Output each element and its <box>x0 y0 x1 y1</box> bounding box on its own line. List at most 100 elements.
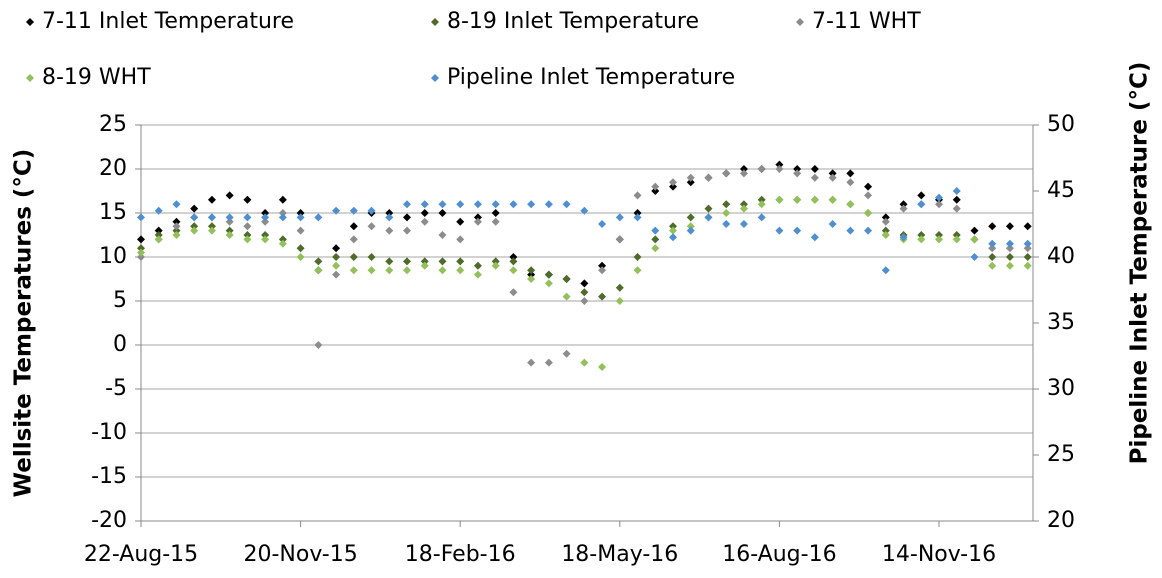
point <box>349 266 358 275</box>
point <box>225 226 234 235</box>
point <box>935 235 944 244</box>
point <box>669 222 678 231</box>
point <box>137 213 145 222</box>
point <box>314 266 323 275</box>
point <box>527 358 536 367</box>
point <box>509 253 518 261</box>
point <box>509 266 518 275</box>
point <box>296 253 305 261</box>
point <box>881 217 890 226</box>
point <box>580 206 589 215</box>
point <box>527 200 536 209</box>
point <box>864 182 873 191</box>
point <box>988 253 997 261</box>
point <box>793 169 802 178</box>
point <box>722 220 731 228</box>
point <box>704 173 713 182</box>
point <box>917 231 926 239</box>
point <box>473 217 482 226</box>
y2-tick-label: 30 <box>1047 376 1075 401</box>
point <box>810 233 819 242</box>
point <box>385 213 394 222</box>
point <box>598 220 607 228</box>
point <box>420 257 429 266</box>
point <box>491 200 500 209</box>
point <box>261 231 270 239</box>
point <box>243 231 252 239</box>
point <box>899 200 908 209</box>
point <box>881 226 890 235</box>
point <box>651 244 660 253</box>
y-tick-label: -10 <box>91 420 127 445</box>
point <box>225 231 234 239</box>
point <box>438 257 447 266</box>
point <box>864 191 873 200</box>
point <box>349 235 358 244</box>
point <box>491 261 500 270</box>
point <box>917 191 926 200</box>
point <box>349 253 358 261</box>
point <box>669 182 678 191</box>
point <box>881 213 890 222</box>
point <box>243 222 252 231</box>
point <box>580 279 589 288</box>
point <box>846 200 855 209</box>
point <box>757 195 766 204</box>
y2-tick-label: 50 <box>1047 112 1075 137</box>
point <box>207 226 216 235</box>
point <box>793 195 802 204</box>
point <box>172 231 181 239</box>
point <box>509 257 518 266</box>
point <box>385 209 394 217</box>
point <box>456 257 465 266</box>
y-tick-label: -5 <box>105 376 127 401</box>
y-tick-label: 5 <box>113 288 127 313</box>
point <box>332 206 341 215</box>
point <box>952 235 961 244</box>
point <box>810 173 819 182</box>
point <box>580 358 589 367</box>
point <box>970 235 979 244</box>
point <box>828 173 837 182</box>
point <box>615 213 624 222</box>
point <box>278 209 287 217</box>
point <box>261 217 270 226</box>
point <box>243 213 252 222</box>
point <box>988 222 997 231</box>
point <box>633 253 642 261</box>
point <box>296 226 305 235</box>
point <box>952 204 961 213</box>
point <box>456 235 465 244</box>
point <box>633 213 642 222</box>
point <box>988 239 997 248</box>
point <box>739 220 748 228</box>
point <box>651 235 660 244</box>
point <box>314 257 323 266</box>
point <box>828 220 837 228</box>
point <box>846 226 855 235</box>
point <box>775 226 784 235</box>
point <box>598 266 607 275</box>
point <box>243 235 252 244</box>
point <box>739 200 748 209</box>
point <box>970 226 979 235</box>
point <box>438 209 447 217</box>
point <box>261 235 270 244</box>
point <box>935 231 944 239</box>
point <box>793 226 802 235</box>
point <box>420 200 429 209</box>
point <box>332 244 341 253</box>
x-tick-label: 18-May-16 <box>561 542 678 567</box>
point <box>190 204 199 213</box>
point <box>473 200 482 209</box>
point <box>899 204 908 213</box>
point <box>473 270 482 279</box>
point <box>278 235 287 244</box>
y2-axis-title: Pipeline Inlet Temperature (°C) <box>1127 62 1153 465</box>
point <box>456 217 465 226</box>
point <box>154 226 163 235</box>
x-tick-label: 18-Feb-16 <box>405 542 516 567</box>
point <box>917 235 926 244</box>
x-tick-label: 20-Nov-15 <box>243 542 357 567</box>
point <box>615 283 624 292</box>
